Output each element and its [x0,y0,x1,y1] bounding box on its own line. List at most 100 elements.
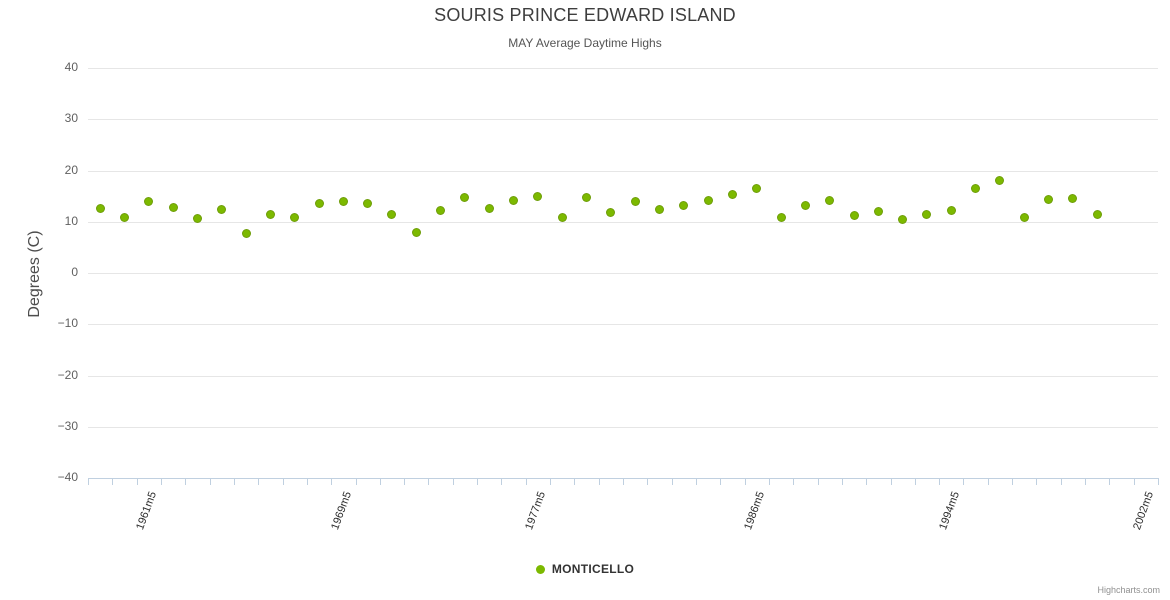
x-axis-tick [160,478,162,485]
x-axis-tick [331,478,333,485]
gridline [88,119,1158,121]
data-point[interactable] [753,184,761,192]
data-point[interactable] [850,212,858,220]
x-axis-tick [793,478,795,485]
x-axis-tick [574,478,576,485]
data-point[interactable] [437,207,445,215]
x-axis-tick [598,478,600,485]
data-point[interactable] [972,185,980,193]
y-axis-tick-label: −10 [57,316,78,331]
data-point[interactable] [96,204,104,212]
y-axis-tick-label: −30 [57,418,78,433]
data-point[interactable] [510,197,518,205]
highcharts-credits[interactable]: Highcharts.com [1097,585,1160,595]
x-axis-tick [1133,478,1135,485]
x-axis-tick-label: 2002m5 [1131,490,1157,532]
data-point[interactable] [534,192,542,200]
data-point[interactable] [558,213,566,221]
chart-subtitle: MAY Average Daytime Highs [508,36,662,50]
data-point[interactable] [266,211,274,219]
data-point[interactable] [339,197,347,205]
x-axis-tick-label: 1961m5 [134,490,160,532]
x-axis-tick [671,478,673,485]
data-point[interactable] [607,209,615,217]
y-axis-tick-label: 10 [64,213,78,228]
x-axis-tick [1085,478,1087,485]
legend-item-monticello[interactable]: MONTICELLO [551,562,635,576]
data-point[interactable] [680,202,688,210]
data-point[interactable] [583,193,591,201]
data-point[interactable] [388,210,396,218]
data-point[interactable] [631,198,639,206]
x-axis-tick [866,478,868,485]
x-axis-tick [939,478,941,485]
data-point[interactable] [291,214,299,222]
data-point[interactable] [1045,195,1053,203]
x-axis-tick [209,478,211,485]
x-axis-tick-label: 1994m5 [936,490,962,532]
x-axis: 1961m5 1969m5 1977m5 1986m5 1994m5 2002m5 [88,478,1159,588]
x-axis-tick [550,478,552,485]
data-point[interactable] [169,204,177,212]
y-axis-tick-label: 0 [71,265,78,279]
data-point[interactable] [120,213,128,221]
data-point[interactable] [704,197,712,205]
data-point[interactable] [1069,195,1077,203]
y-axis-tick-label: −40 [57,470,78,484]
x-axis-tick [914,478,916,485]
data-point[interactable] [826,197,834,205]
data-point[interactable] [1093,211,1101,219]
data-point[interactable] [412,228,420,236]
x-axis-tick [355,478,357,485]
data-point[interactable] [461,193,469,201]
y-axis-tick-label: 40 [64,60,78,74]
gridline [88,324,1158,326]
data-point[interactable] [947,206,955,214]
x-axis-tick [1109,478,1111,485]
x-axis-tick-label: 1969m5 [328,490,354,532]
x-axis-tick [623,478,624,485]
x-axis-tick [501,478,503,485]
data-point[interactable] [485,205,493,213]
y-axis-tick-label: 30 [64,111,78,126]
x-axis-tick [890,478,892,485]
gridline [88,273,1158,274]
chart-title: SOURIS PRINCE EDWARD ISLAND [434,5,736,25]
data-point[interactable] [242,229,250,237]
data-point[interactable] [874,208,882,215]
x-axis-tick [1036,478,1038,485]
data-point[interactable] [193,214,201,222]
x-axis-tick [379,478,381,485]
data-point[interactable] [777,214,785,222]
data-point[interactable] [315,199,323,207]
x-axis-tick [477,478,479,485]
x-axis-tick [136,478,138,485]
data-point[interactable] [728,190,736,198]
y-axis-tick-label: −20 [57,367,78,382]
data-point[interactable] [923,211,931,219]
x-axis-tick [1012,478,1014,485]
gridline [88,68,1158,69]
x-axis-tick [185,478,187,485]
data-point[interactable] [218,206,226,214]
data-point[interactable] [996,177,1004,185]
data-point[interactable] [364,200,372,208]
x-axis-tick [258,478,260,485]
x-axis-tick [428,478,430,485]
x-axis-tick [768,478,770,485]
x-axis-tick [404,478,406,485]
x-axis-tick [233,478,235,485]
y-axis-tick-labels: 40 30 20 10 0 −10 −20 −30 −40 [8,0,78,600]
gridline [88,221,1158,223]
x-axis-tick [112,478,114,485]
data-point[interactable] [145,197,153,205]
plot-area [88,68,1158,479]
x-axis-tick [282,478,284,485]
x-axis-tick-label: 1986m5 [742,490,768,532]
circle-marker-icon [535,564,545,574]
data-point[interactable] [899,215,907,223]
data-point[interactable] [1020,213,1028,221]
data-point[interactable] [801,201,809,209]
data-point[interactable] [655,206,663,214]
